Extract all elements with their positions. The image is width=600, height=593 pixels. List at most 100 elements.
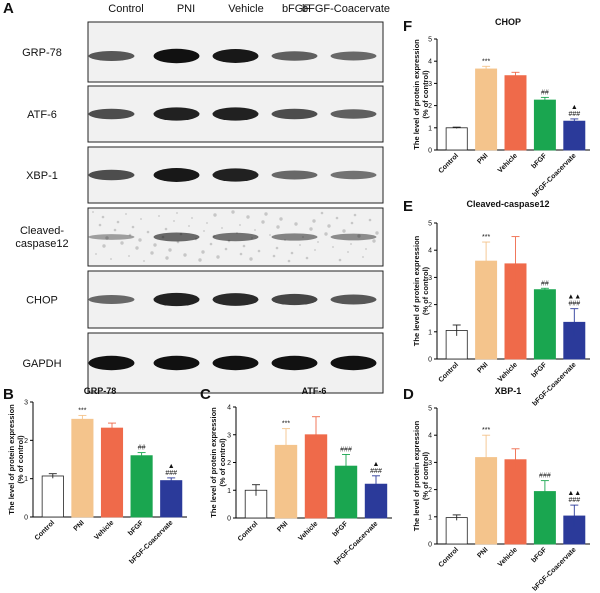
chart-title: CHOP <box>495 17 521 27</box>
blot-noise <box>287 259 291 263</box>
category-label-control: Control <box>438 152 461 175</box>
blot-row-label: GAPDH <box>22 358 61 370</box>
blot-noise <box>128 255 130 257</box>
blot-noise <box>327 224 331 228</box>
blot-noise <box>120 241 124 245</box>
blot-noise <box>309 227 313 231</box>
blot-noise <box>188 225 190 227</box>
y-tick-label: 3 <box>428 460 432 467</box>
blot-noise <box>269 234 271 236</box>
blot-noise <box>272 254 276 258</box>
y-tick-label: 0 <box>227 516 231 523</box>
blot-band-control <box>88 355 135 371</box>
blot-noise <box>372 239 376 243</box>
lane-label-bfgf: bFGF <box>282 3 310 15</box>
blot-noise <box>375 231 379 235</box>
blot-noise <box>284 239 286 241</box>
category-label-control: Control <box>34 519 57 542</box>
y-axis-label: The level of protein expression(% of con… <box>412 39 430 150</box>
significance-bfgf-coacervate: ### <box>568 497 580 504</box>
category-label-pni: PNI <box>476 546 489 559</box>
blot-noise <box>365 248 367 250</box>
y-tick-label: 0 <box>428 148 432 155</box>
blot-noise <box>173 220 175 222</box>
blot-band-vehicle <box>212 107 259 121</box>
blot-band-pni <box>153 107 200 121</box>
blot-noise <box>342 229 346 233</box>
blot-band-vehicle <box>212 293 259 306</box>
y-tick-label: 1 <box>227 488 231 495</box>
triangle-marker-bfgf-coacervate: ▲ <box>168 463 175 470</box>
blot-band-bfgf-coacervate <box>330 294 377 305</box>
blot-noise <box>302 236 304 238</box>
category-label-bfgf: bFGF <box>332 520 350 538</box>
blot-noise <box>242 244 246 248</box>
bar-bfgf-coacervate <box>160 480 183 518</box>
blot-row-label: GRP-78 <box>22 47 62 59</box>
blot-noise <box>239 224 241 226</box>
blot-band-bfgf <box>271 170 318 180</box>
blot-band-pni <box>153 168 200 182</box>
lane-label-bfgf-coacervate: bFGF-Coacervate <box>302 3 390 15</box>
blot-noise <box>131 225 135 229</box>
blot-row-cleaved-caspase12: Cleaved-caspase12 <box>15 207 384 267</box>
bar-pni <box>475 68 498 151</box>
y-tick-label: 2 <box>24 438 28 445</box>
panel-label-f: F <box>403 18 412 35</box>
lane-label-control: Control <box>108 3 143 15</box>
blot-noise <box>92 211 94 213</box>
blot-row-grp-78: GRP-78 <box>22 21 384 83</box>
y-axis-label: The level of protein expression(% of con… <box>412 420 430 531</box>
significance-pni: *** <box>482 58 490 65</box>
blot-band-bfgf <box>271 51 318 61</box>
blot-noise <box>338 258 342 262</box>
bar-vehicle <box>504 75 527 151</box>
blot-noise <box>138 238 142 242</box>
category-label-pni: PNI <box>476 152 489 165</box>
category-label-bfgf: bFGF <box>530 361 548 379</box>
y-tick-label: 2 <box>428 302 432 309</box>
blot-band-control <box>88 50 135 62</box>
blot-noise <box>246 215 250 219</box>
y-tick-label: 3 <box>428 275 432 282</box>
bar-bfgf <box>533 99 556 151</box>
bar-bfgf <box>533 289 556 360</box>
blot-row-chop: CHOP <box>26 270 384 329</box>
bar-control <box>445 517 468 545</box>
blot-noise <box>101 215 105 219</box>
blot-band-bfgf-coacervate <box>330 355 377 371</box>
blot-band-bfgf <box>271 233 318 241</box>
blot-band-pni <box>153 355 200 371</box>
blot-noise <box>153 243 157 247</box>
bar-control <box>445 127 468 151</box>
blot-noise <box>110 258 112 260</box>
triangle-marker-bfgf-coacervate: ▲▲ <box>567 294 581 301</box>
blot-noise <box>158 215 160 217</box>
bar-vehicle <box>100 427 124 518</box>
significance-pni: *** <box>78 407 86 414</box>
blot-noise <box>102 244 106 248</box>
blot-row-label: ATF-6 <box>27 109 57 121</box>
blot-noise <box>257 249 261 253</box>
blot-band-control <box>88 234 135 240</box>
significance-bfgf-coacervate: ### <box>568 301 580 308</box>
y-tick-label: 2 <box>227 460 231 467</box>
triangle-marker-bfgf-coacervate: ▲ <box>373 461 380 468</box>
y-tick-label: 4 <box>428 433 432 440</box>
significance-bfgf: ### <box>539 473 551 480</box>
blot-noise <box>290 251 294 255</box>
blot-noise <box>213 213 217 217</box>
blot-row-label: XBP-1 <box>26 170 58 182</box>
blot-noise <box>128 233 132 237</box>
triangle-marker-bfgf-coacervate: ▲▲ <box>567 490 581 497</box>
blot-noise <box>135 246 139 250</box>
blot-noise <box>320 211 324 215</box>
blot-noise <box>353 213 357 217</box>
category-label-control: Control <box>438 361 461 384</box>
blot-band-control <box>88 169 135 181</box>
blot-noise <box>146 230 150 234</box>
y-tick-label: 4 <box>428 59 432 66</box>
blot-noise <box>150 251 154 255</box>
y-tick-label: 0 <box>24 515 28 522</box>
